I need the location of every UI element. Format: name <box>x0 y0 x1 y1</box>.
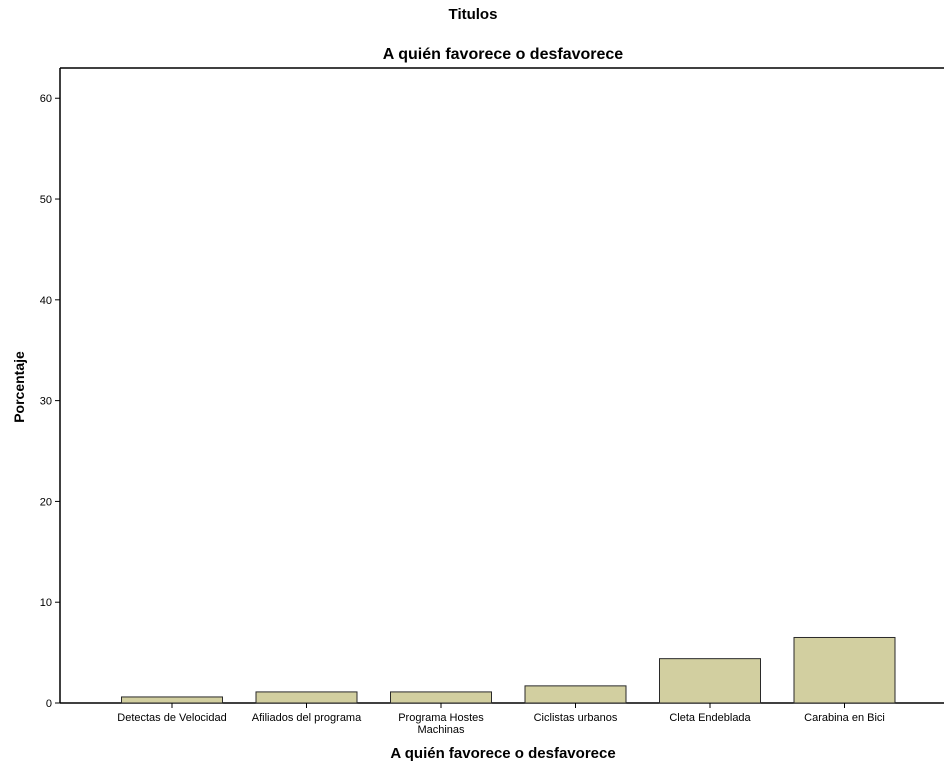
y-tick-label: 40 <box>40 295 52 307</box>
x-tick-label: Cleta Endeblada <box>669 712 751 724</box>
bar <box>255 691 358 704</box>
y-tick-label: 50 <box>40 194 52 206</box>
y-tick-label: 20 <box>40 496 52 508</box>
y-tick-label: 10 <box>40 597 52 609</box>
x-tick-label: Ciclistas urbanos <box>534 712 618 724</box>
bar <box>390 691 492 704</box>
y-tick-label: 30 <box>40 396 52 408</box>
x-axis-label: A quién favorece o desfavorece <box>390 745 616 762</box>
bar <box>524 685 627 704</box>
x-tick-label: Afiliados del programa <box>252 712 362 724</box>
bar <box>121 696 223 704</box>
x-tick-label: Machinas <box>417 724 465 736</box>
y-tick-label: 60 <box>40 93 52 105</box>
chart-title: Titulos <box>448 6 498 23</box>
x-tick-label: Detectas de Velocidad <box>117 712 226 724</box>
bar <box>793 636 896 704</box>
y-tick-label: 0 <box>46 698 52 710</box>
x-tick-label: Carabina en Bici <box>804 712 885 724</box>
bar <box>659 658 761 704</box>
chart-subtitle: A quién favorece o desfavorece <box>382 46 624 63</box>
x-tick-label: Programa Hostes <box>398 712 484 724</box>
